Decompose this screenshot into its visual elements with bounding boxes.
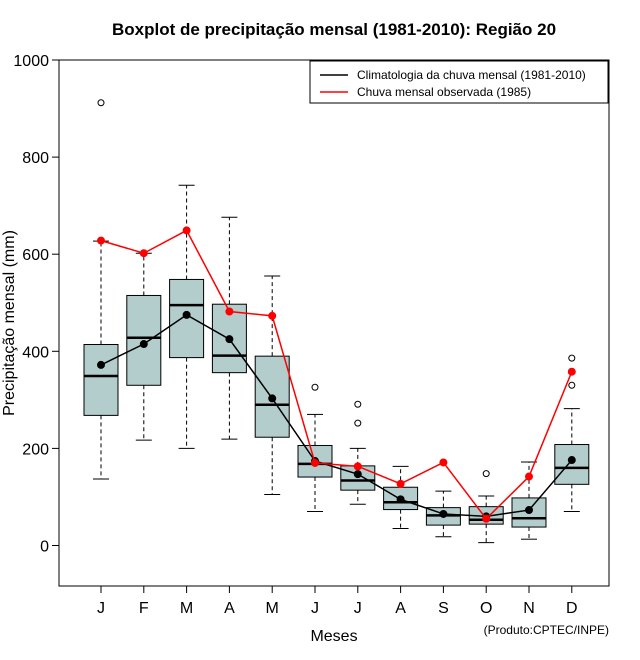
observed-point [311, 458, 319, 467]
climatology-line [100, 314, 573, 518]
box-12 [554, 354, 590, 513]
box-5 [254, 275, 290, 496]
climatology-point [139, 340, 148, 349]
x-tick-label: O [480, 600, 492, 617]
observed-point [225, 307, 234, 316]
box-7 [340, 400, 376, 505]
box-2 [126, 252, 162, 441]
x-tick-label: A [224, 600, 235, 617]
observed-point [268, 311, 277, 320]
observed-point [353, 462, 362, 471]
climatology-point [439, 509, 448, 518]
x-tick-label: J [311, 600, 319, 617]
observed-point [97, 236, 105, 245]
x-tick-label: A [395, 600, 406, 617]
y-axis-label: Precipitação mensal (mm) [1, 230, 18, 416]
observed-point [439, 458, 448, 467]
chart-title: Boxplot de precipitação mensal (1981-201… [112, 20, 556, 39]
y-tick-label: 0 [40, 539, 49, 556]
climatology-point [396, 495, 405, 504]
outlier-point [568, 354, 576, 362]
legend-label-observed: Chuva mensal observada (1985) [357, 85, 531, 99]
observed-line [100, 229, 573, 520]
observed-point [567, 367, 576, 376]
x-tick-label: M [266, 600, 279, 617]
legend-label-climatology: Climatologia da chuva mensal (1981-2010) [357, 68, 586, 82]
y-tick-label: 800 [22, 150, 49, 167]
outlier-point [97, 99, 105, 107]
climatology-point [225, 335, 234, 344]
boxplots [83, 99, 590, 544]
climatology-point [353, 470, 362, 479]
observed-point [182, 226, 191, 235]
x-tick-label: S [438, 600, 449, 617]
x-tick-label: J [354, 600, 362, 617]
climatology-point [97, 360, 105, 369]
x-tick-label: M [180, 600, 193, 617]
box-4 [211, 216, 247, 440]
observed-point [139, 249, 148, 258]
climatology-point [525, 506, 533, 515]
box-1 [83, 99, 119, 480]
y-tick-label: 400 [22, 344, 49, 361]
outlier-point [354, 419, 362, 427]
series-lines [97, 226, 576, 523]
x-tick-label: J [97, 600, 105, 617]
y-tick-label: 1000 [13, 53, 49, 70]
legend-box [309, 60, 609, 104]
x-tick-label: D [566, 600, 578, 617]
y-axis: 0 200 400 600 800 1000 [13, 53, 59, 556]
climatology-point [182, 310, 191, 319]
climatology-point [567, 456, 576, 465]
x-tick-label: N [523, 600, 535, 617]
iqr-box [554, 444, 590, 485]
outlier-point [354, 400, 362, 408]
box-6 [297, 383, 333, 513]
climatology-point [268, 394, 277, 403]
observed-point [525, 472, 533, 481]
plot-frame [58, 59, 610, 587]
x-tick-label: F [139, 600, 149, 617]
x-axis-label: Meses [310, 628, 357, 645]
credit-text: (Produto:CPTEC/INPE) [484, 623, 609, 637]
legend: Climatologia da chuva mensal (1981-2010)… [309, 60, 609, 104]
outlier-point [568, 381, 576, 389]
y-tick-label: 200 [22, 441, 49, 458]
outlier-point [311, 383, 319, 391]
outlier-point [482, 470, 490, 478]
iqr-box [83, 344, 119, 416]
observed-point [482, 514, 491, 523]
y-tick-label: 600 [22, 247, 49, 264]
observed-point [396, 479, 405, 488]
